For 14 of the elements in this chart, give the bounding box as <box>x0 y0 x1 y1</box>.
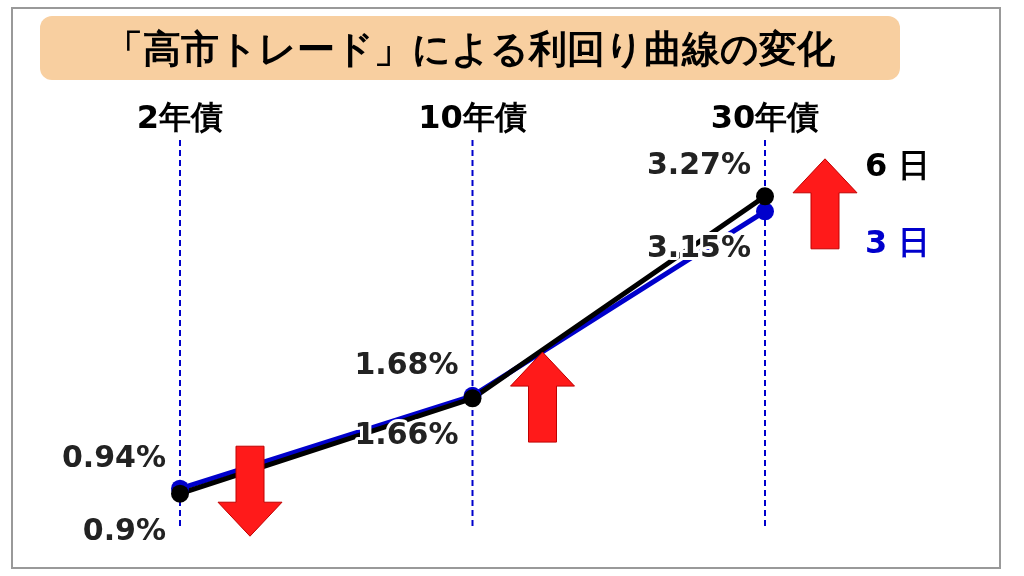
data-label: 0.9% <box>82 511 166 547</box>
data-label: 3.27% <box>646 146 751 182</box>
chart-title: 「高市トレード」による利回り曲線の変化 <box>105 27 836 71</box>
x-tick-label: 30年債 <box>710 98 820 136</box>
data-label: 1.66% <box>354 416 459 452</box>
point <box>756 187 774 206</box>
data-label: 0.94% <box>61 438 166 474</box>
text: 3 日 <box>865 223 931 262</box>
data-label: 1.68% <box>354 345 459 381</box>
text: 6 日 <box>865 146 931 185</box>
x-tick-label: 10年債 <box>418 98 527 136</box>
x-tick-label: 2年債 <box>136 98 224 136</box>
point <box>171 484 189 503</box>
point <box>756 202 774 221</box>
